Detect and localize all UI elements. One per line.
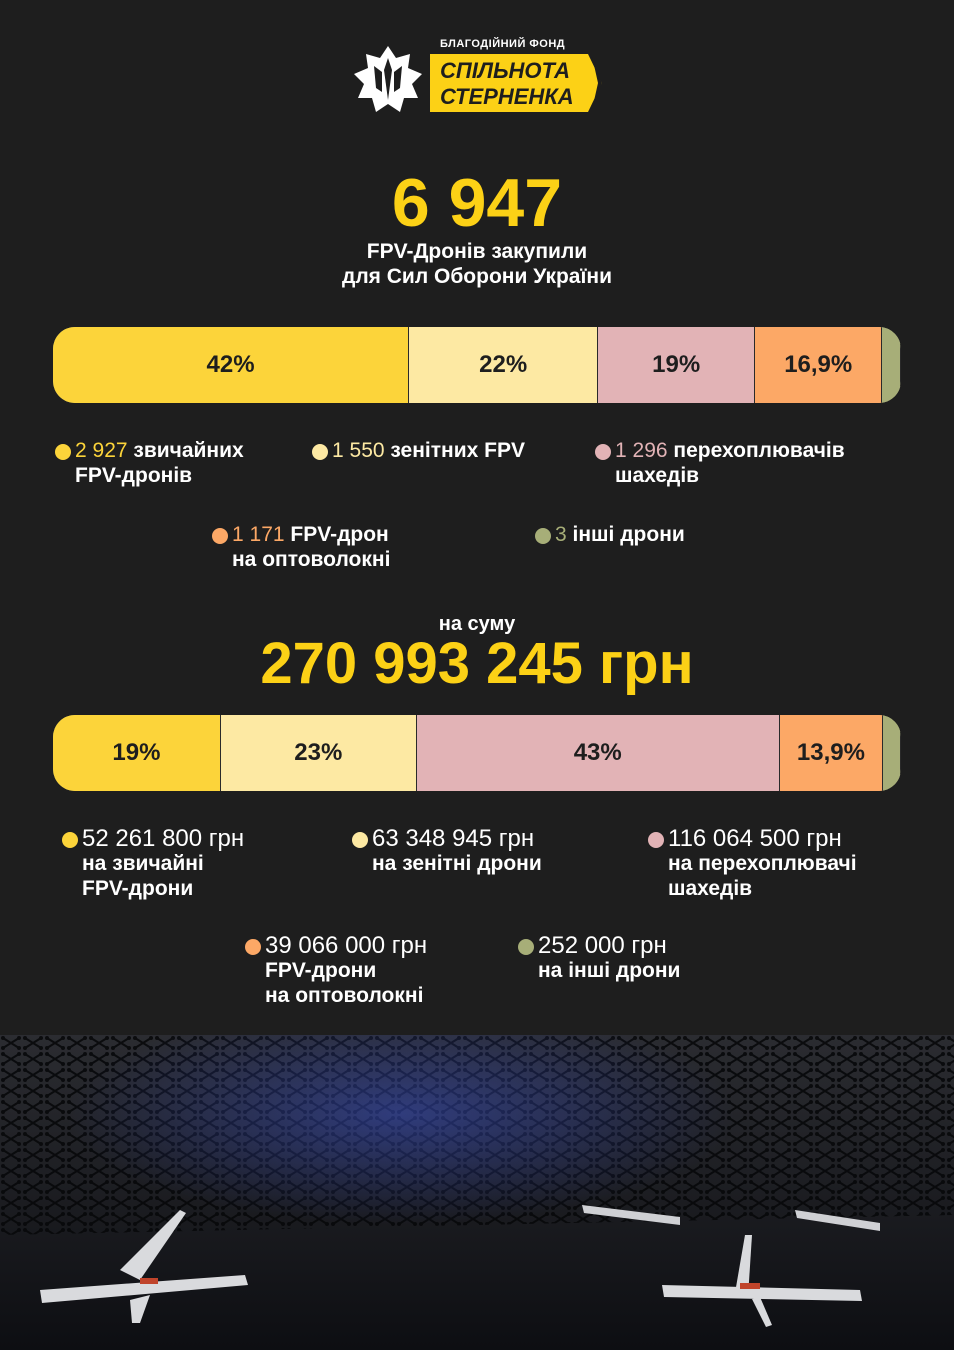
legend-dot bbox=[55, 444, 71, 460]
drone-bar-segment: 42% bbox=[53, 327, 410, 403]
sum-total: 270 993 245 грн bbox=[260, 631, 694, 696]
legend-dot bbox=[245, 939, 261, 955]
legend-dot bbox=[312, 444, 328, 460]
money-share-bar: 19% 23% 43% 13,9% bbox=[53, 715, 901, 791]
legend-dot bbox=[212, 528, 228, 544]
legend-dot bbox=[518, 939, 534, 955]
legend-dot bbox=[352, 832, 368, 848]
money-bar-segment: 19% bbox=[53, 715, 221, 791]
logo-plate-shape bbox=[430, 54, 602, 112]
logo-name-line2: СТЕРНЕНКА bbox=[440, 84, 574, 109]
legend-item: 52 261 800 грн на звичайні FPV-дрони bbox=[62, 826, 244, 901]
legend-item: 3 інші дрони bbox=[535, 522, 685, 547]
money-bar-segment: 23% bbox=[220, 715, 417, 791]
drone-share-bar: 42% 22% 19% 16,9% bbox=[53, 327, 901, 403]
legend-item: 1 296 перехоплювачів шахедів bbox=[595, 438, 845, 488]
legend-item: 39 066 000 грн FPV-дрони на оптоволокні bbox=[245, 933, 427, 1008]
legend-dot bbox=[648, 832, 664, 848]
logo-subtitle: БЛАГОДІЙНИЙ ФОНД bbox=[440, 38, 566, 50]
legend-item: 2 927 звичайних FPV-дронів bbox=[55, 438, 244, 488]
foundation-logo: БЛАГОДІЙНИЙ ФОНД СПІЛЬНОТА СТЕРНЕНКА bbox=[352, 38, 602, 118]
fixed-wing-drone-back bbox=[582, 1205, 880, 1231]
drone-bar-segment bbox=[882, 327, 901, 403]
sum-label: на суму bbox=[438, 613, 516, 635]
drone-bar-segment: 16,9% bbox=[755, 327, 883, 403]
fixed-wing-drone-right bbox=[662, 1235, 862, 1327]
legend-item: 1 171 FPV-дрон на оптоволокні bbox=[212, 522, 390, 572]
logo-name-line1: СПІЛЬНОТА bbox=[440, 58, 571, 83]
legend-dot bbox=[595, 444, 611, 460]
legend-item: 252 000 грн на інші дрони bbox=[518, 933, 680, 983]
trident-emblem-icon bbox=[354, 46, 422, 112]
legend-item: 1 550 зенітних FPV bbox=[312, 438, 525, 463]
drones-total: 6 947 bbox=[391, 165, 563, 241]
legend-dot bbox=[62, 832, 78, 848]
fixed-wing-drone-left bbox=[40, 1210, 248, 1323]
money-bar-segment: 43% bbox=[416, 715, 780, 791]
drones-caption-line2: для Сил Оборони України bbox=[341, 265, 612, 288]
legend-item: 63 348 945 грн на зенітні дрони bbox=[352, 826, 542, 876]
legend-dot bbox=[535, 528, 551, 544]
drones-caption-line1: FPV-Дронів закупили bbox=[366, 240, 588, 263]
money-bar-segment bbox=[883, 715, 901, 791]
legend-item: 116 064 500 грн на перехоплювачі шахедів bbox=[648, 826, 857, 901]
drone-bar-segment: 19% bbox=[598, 327, 756, 403]
drone-bar-segment: 22% bbox=[409, 327, 599, 403]
drones-photo bbox=[0, 1035, 954, 1350]
money-bar-segment: 13,9% bbox=[779, 715, 884, 791]
